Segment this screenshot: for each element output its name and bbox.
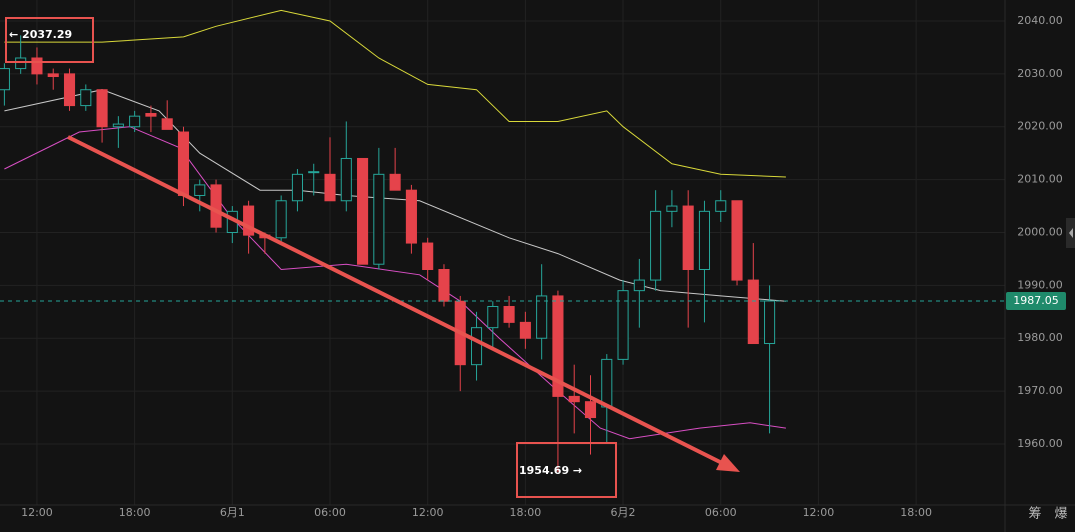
candle-body [438, 268, 450, 302]
last-price-label: 1987.05 [1013, 294, 1059, 307]
x-tick-label: 12:00 [412, 506, 444, 519]
candle-body [470, 327, 483, 366]
y-tick-label: 2010.00 [1017, 173, 1063, 186]
candle-body [389, 173, 401, 191]
candle-body [601, 358, 613, 408]
trend-arrow-head [716, 454, 740, 472]
candle-body [210, 184, 222, 228]
y-tick-label: 1970.00 [1017, 384, 1063, 397]
indicator-line [4, 9, 786, 178]
candle-body [698, 210, 711, 270]
x-tick-label: 18:00 [900, 506, 932, 519]
x-tick-label: 12:00 [803, 506, 835, 519]
candle-body [15, 57, 27, 70]
y-tick-label: 1960.00 [1017, 437, 1063, 450]
x-tick-label: 6月1 [220, 506, 245, 519]
candle-body [177, 131, 190, 196]
x-tick-label: 12:00 [21, 506, 53, 519]
last-price-tag [1006, 291, 1066, 310]
x-tick-label: 18:00 [119, 506, 151, 519]
y-tick-label: 1980.00 [1017, 331, 1063, 344]
x-tick-label: 18:00 [510, 506, 542, 519]
candle-body [731, 200, 743, 281]
toolbar-button[interactable]: 爆 [1054, 507, 1067, 522]
candle-body [80, 89, 92, 107]
candle-body [112, 123, 124, 128]
y-tick-label: 2000.00 [1017, 225, 1063, 238]
y-tick-label: 2040.00 [1017, 14, 1063, 27]
candle-body [764, 300, 776, 345]
candle-body [308, 171, 320, 174]
candle-body [145, 113, 157, 117]
trend-arrow [67, 135, 723, 465]
y-tick-label: 1990.00 [1017, 278, 1063, 291]
candle-body [568, 395, 580, 403]
candle-body [161, 118, 173, 130]
side-panel-icon [1069, 228, 1073, 238]
highlight-box [516, 442, 617, 498]
candle-body [650, 210, 662, 281]
candle-body [129, 115, 141, 128]
candles [0, 35, 776, 473]
candle-body [31, 57, 43, 75]
candle-body [536, 295, 548, 339]
axes: 1960.00 1970.00 1980.00 1990.00 2000.00 2010.… [0, 14, 1066, 519]
candle-body [275, 200, 287, 239]
low-annotation: 1954.69 → [519, 464, 582, 477]
candle-body [243, 205, 255, 236]
candle-body [194, 184, 206, 196]
candle-body [291, 173, 303, 202]
y-tick-label: 2030.00 [1017, 67, 1063, 80]
toolbar-button[interactable]: 筹 [1028, 506, 1041, 522]
candle-body [617, 290, 629, 360]
candle-body [747, 279, 759, 345]
x-tick-label: 06:00 [705, 506, 737, 519]
highlight-box [5, 17, 94, 63]
candle-body [47, 73, 59, 78]
x-tick-label: 06:00 [314, 506, 346, 519]
candle-body [584, 401, 597, 419]
candle-body [96, 89, 108, 128]
candle-body [63, 73, 76, 107]
candle-body [503, 306, 515, 323]
candle-body [487, 306, 499, 329]
x-tick-label: 6月2 [611, 506, 636, 519]
y-tick-label: 2020.00 [1017, 120, 1063, 133]
candle-body [324, 173, 336, 202]
high-annotation: ← 2037.29 [9, 28, 72, 41]
candle-body [340, 157, 352, 202]
candle-body [405, 189, 417, 244]
candle-body [552, 295, 564, 397]
candle-body [682, 205, 694, 270]
candle-body [519, 321, 531, 339]
candle-body [0, 68, 10, 91]
candle-body [633, 279, 645, 292]
candle-body [715, 200, 727, 212]
candle-body [422, 242, 434, 270]
candle-body [357, 157, 369, 265]
candle-body [373, 173, 385, 265]
candle-body [666, 205, 678, 212]
